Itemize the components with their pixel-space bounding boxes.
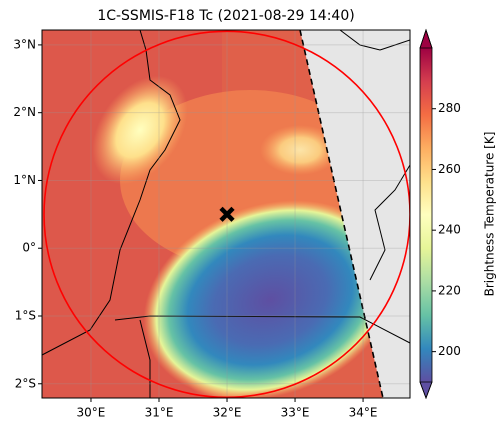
field xyxy=(42,30,410,398)
colorbar-extend-bottom xyxy=(419,381,433,400)
x-tick-label: 32°E xyxy=(213,406,242,420)
colorbar-tick-label: 280 xyxy=(438,101,461,115)
y-tick-label: 1°N xyxy=(13,173,36,187)
y-tick-label: 2°N xyxy=(13,105,36,119)
x-tick-label: 30°E xyxy=(77,406,106,420)
colorbar-label: Brightness Temperature [K] xyxy=(483,132,497,297)
colorbar-tick-label: 240 xyxy=(438,223,461,237)
x-tick-label: 31°E xyxy=(145,406,174,420)
range-circle xyxy=(43,30,410,398)
colorbar-tick-label: 260 xyxy=(438,162,461,176)
x-tick-label: 34°E xyxy=(349,406,378,420)
colorbar-extend-top xyxy=(419,28,433,49)
y-tick-label: 0° xyxy=(22,241,36,255)
center-marker xyxy=(219,206,235,222)
colorbar-tick-label: 220 xyxy=(438,283,461,297)
y-tick-label: 2°S xyxy=(15,376,36,390)
y-tick-label: 3°N xyxy=(13,37,36,51)
colorbar xyxy=(420,48,432,382)
plot-frame xyxy=(41,29,411,399)
y-tick-label: 1°S xyxy=(15,308,36,322)
colorbar-tick-label: 200 xyxy=(438,344,461,358)
x-tick-label: 33°E xyxy=(281,406,310,420)
colorbar-frame xyxy=(419,28,433,400)
map-title: 1C-SSMIS-F18 Tc (2021-08-29 14:40) xyxy=(97,8,354,24)
